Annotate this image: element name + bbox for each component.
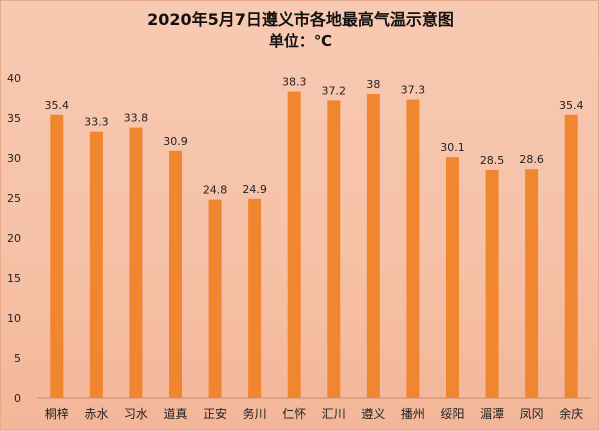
data-label: 33.3 (84, 116, 109, 129)
x-tick-label: 务川 (243, 406, 267, 421)
x-tick-label: 凤冈 (520, 407, 544, 421)
bar (287, 91, 301, 398)
data-label: 38 (366, 78, 380, 91)
data-label: 35.4 (45, 99, 70, 112)
bar (89, 131, 103, 398)
bar (129, 127, 143, 398)
y-tick-label: 0 (14, 392, 21, 405)
bar (327, 100, 341, 399)
data-label: 24.9 (242, 183, 267, 196)
data-label: 33.8 (124, 112, 149, 125)
y-tick-label: 35 (7, 112, 21, 125)
x-tick-label: 遵义 (361, 406, 385, 421)
x-tick-label: 余庆 (559, 406, 583, 421)
data-label: 30.1 (440, 141, 465, 154)
y-tick-label: 40 (7, 72, 21, 85)
x-tick-label: 绥阳 (440, 407, 464, 421)
x-tick-label: 赤水 (84, 407, 108, 421)
y-tick-label: 20 (7, 232, 21, 245)
x-tick-label: 道真 (163, 407, 187, 421)
data-label: 37.2 (322, 84, 347, 97)
x-tick-label: 汇川 (322, 407, 346, 421)
x-tick-label: 湄潭 (480, 407, 504, 421)
bar (446, 157, 459, 398)
bar (248, 198, 262, 398)
x-tick-label: 桐梓 (45, 406, 69, 421)
y-tick-label: 25 (7, 192, 21, 205)
y-tick-label: 5 (14, 352, 21, 365)
bar (525, 169, 539, 398)
data-label: 28.6 (519, 153, 544, 166)
data-label: 30.9 (163, 135, 188, 148)
y-tick-label: 30 (7, 152, 21, 165)
bar (564, 114, 578, 399)
bar (485, 170, 499, 398)
x-tick-label: 习水 (124, 407, 148, 421)
bar (50, 114, 64, 399)
data-label: 28.5 (480, 154, 505, 167)
data-label: 35.4 (559, 99, 584, 112)
chart-title: 2020年5月7日遵义市各地最高气温示意图 (147, 10, 454, 29)
bar (366, 94, 380, 398)
chart-subtitle: 单位：℃ (268, 32, 333, 50)
y-tick-label: 15 (7, 272, 21, 285)
x-tick-label: 播州 (401, 407, 425, 421)
data-label: 38.3 (282, 76, 307, 89)
bar (169, 150, 182, 398)
data-label: 24.8 (203, 184, 228, 197)
data-label: 37.3 (401, 84, 426, 97)
bar (406, 99, 420, 398)
x-tick-label: 正安 (203, 406, 227, 421)
bar (208, 199, 222, 398)
x-tick-label: 仁怀 (282, 407, 306, 421)
y-tick-label: 10 (7, 312, 21, 325)
